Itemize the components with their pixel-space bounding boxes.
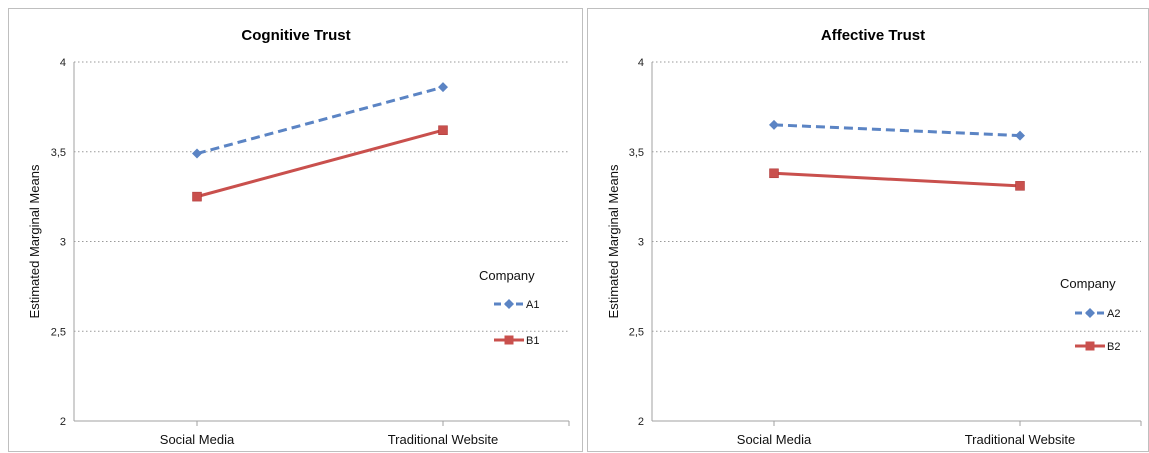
legend-title: Company (479, 268, 535, 283)
y-tick-label: 2,5 (629, 326, 644, 338)
y-tick-label: 2 (60, 416, 66, 428)
data-point-B1 (438, 125, 448, 135)
legend-label-B1: B1 (526, 335, 539, 347)
x-category-label: Social Media (737, 432, 812, 447)
chart-panel-affective: Affective Trust 2 2,5 3 3,5 4 Social Media Trad… (587, 8, 1149, 452)
y-tick-label: 2 (638, 416, 644, 428)
chart-title: Cognitive Trust (241, 27, 350, 44)
series-line-B1 (196, 128, 444, 199)
legend-label-A2: A2 (1107, 308, 1120, 320)
data-point-B2 (1015, 181, 1025, 191)
legend-marker-B1 (504, 335, 514, 345)
data-point-A1 (192, 148, 202, 159)
series-line-B2 (773, 171, 1021, 188)
affective-trust-chart: Affective Trust 2 2,5 3 3,5 4 Social Media Trad… (606, 27, 1142, 447)
legend-title: Company (1060, 276, 1116, 291)
x-category-label: Social Media (160, 432, 235, 447)
legend-marker-B2 (1085, 341, 1095, 351)
chart-title: Affective Trust (821, 27, 925, 44)
chart-panel-cognitive: Cognitive Trust 2 2,5 3 3,5 4 Social Media Trad… (8, 8, 583, 452)
y-tick-label: 2,5 (51, 326, 66, 338)
data-point-A2 (1015, 130, 1025, 141)
data-point-A2 (769, 119, 779, 130)
y-tick-label: 3,5 (629, 147, 644, 159)
series-line-A1 (196, 85, 444, 155)
y-tick-label: 4 (60, 57, 66, 69)
legend-marker-A1 (504, 299, 514, 309)
data-point-B2 (769, 168, 779, 179)
series-line-A2 (773, 123, 1021, 138)
legend-marker-A2 (1085, 308, 1095, 318)
y-axis-label: Estimated Marginal Means (606, 164, 621, 318)
y-tick-label: 4 (638, 57, 644, 69)
legend-label-A1: A1 (526, 299, 539, 311)
cognitive-trust-chart: Cognitive Trust 2 2,5 3 3,5 4 Social Media Trad… (27, 27, 570, 447)
y-axis-label: Estimated Marginal Means (27, 164, 42, 318)
legend-label-B2: B2 (1107, 341, 1120, 353)
y-tick-label: 3 (638, 237, 644, 249)
x-category-label: Traditional Website (965, 432, 1076, 447)
y-tick-label: 3,5 (51, 147, 66, 159)
x-category-label: Traditional Website (388, 432, 499, 447)
data-point-B1 (192, 191, 202, 202)
y-tick-label: 3 (60, 237, 66, 249)
data-point-A1 (438, 82, 448, 93)
